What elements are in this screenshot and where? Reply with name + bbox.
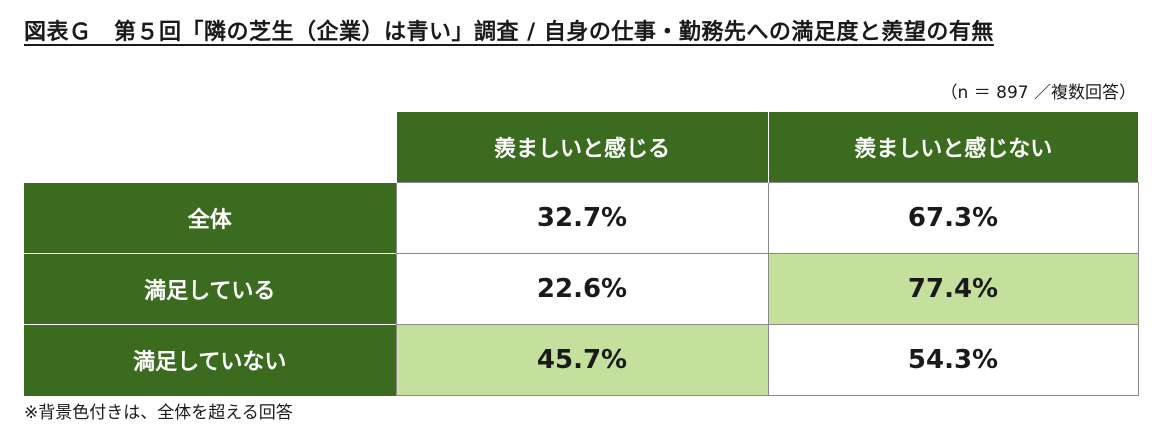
cross-tab-table: 羨ましいと感じる 羨ましいと感じない 全体 32.7% 67.3% 満足している… (24, 112, 1139, 396)
table-row-not-satisfied: 満足していない 45.7% 54.3% (24, 324, 1139, 396)
chart-title: 図表Ｇ 第５回「隣の芝生（企業）は青い」調査 / 自身の仕事・勤務先への満足度と… (24, 20, 994, 45)
value-cell-satisfied-not-envious: 77.4% (767, 253, 1139, 325)
header-row: 羨ましいと感じる 羨ましいと感じない (24, 112, 1138, 183)
row-header-not-satisfied: 満足していない (24, 324, 396, 396)
corner-cell (24, 112, 396, 183)
sample-size-note: （n ＝ 897 ／複数回答） (940, 83, 1136, 103)
table-row-overall: 全体 32.7% 67.3% (24, 182, 1139, 254)
row-header-satisfied: 満足している (24, 253, 396, 325)
value-cell-not-satisfied-envious: 45.7% (395, 324, 769, 396)
table-row-satisfied: 満足している 22.6% 77.4% (24, 253, 1139, 325)
footnote: ※背景色付きは、全体を超える回答 (24, 403, 293, 423)
row-header-overall: 全体 (24, 182, 396, 254)
value-cell-overall-not-envious: 67.3% (767, 182, 1139, 254)
column-header-envious: 羨ましいと感じる (395, 112, 768, 183)
value-cell-overall-envious: 32.7% (395, 182, 769, 254)
value-cell-satisfied-envious: 22.6% (395, 253, 769, 325)
column-header-not-envious: 羨ましいと感じない (767, 112, 1138, 183)
value-cell-not-satisfied-not-envious: 54.3% (767, 324, 1139, 396)
